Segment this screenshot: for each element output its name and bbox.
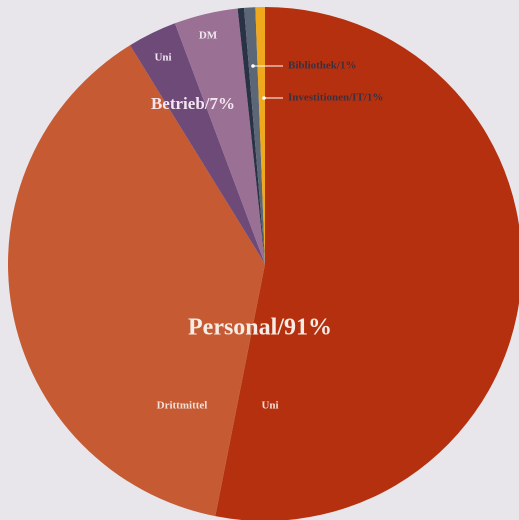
group-label: Betrieb/7% <box>151 94 235 113</box>
pie-slice <box>130 23 265 265</box>
group-label: Bibliothek/1% <box>288 60 356 72</box>
pie-slice <box>7 45 265 517</box>
slice-label: Drittmittel <box>157 400 208 412</box>
slice-label: DM <box>199 30 218 42</box>
slice-label: Uni <box>261 400 278 412</box>
leader-dot <box>262 96 266 100</box>
slice-label: Uni <box>154 52 171 64</box>
pie-slice <box>237 7 265 265</box>
pie-slice <box>174 8 265 265</box>
pie <box>7 7 519 520</box>
pie-slice <box>215 7 519 520</box>
pie-slice <box>244 7 265 264</box>
group-label: Investitionen/IT/1% <box>288 92 383 104</box>
leader-dot <box>251 64 255 68</box>
labels: Uni Drittmittel Uni DM Personal/91% Betrieb/7… <box>151 30 383 412</box>
pie-slice <box>255 7 265 264</box>
group-label: Personal/91% <box>188 315 332 341</box>
